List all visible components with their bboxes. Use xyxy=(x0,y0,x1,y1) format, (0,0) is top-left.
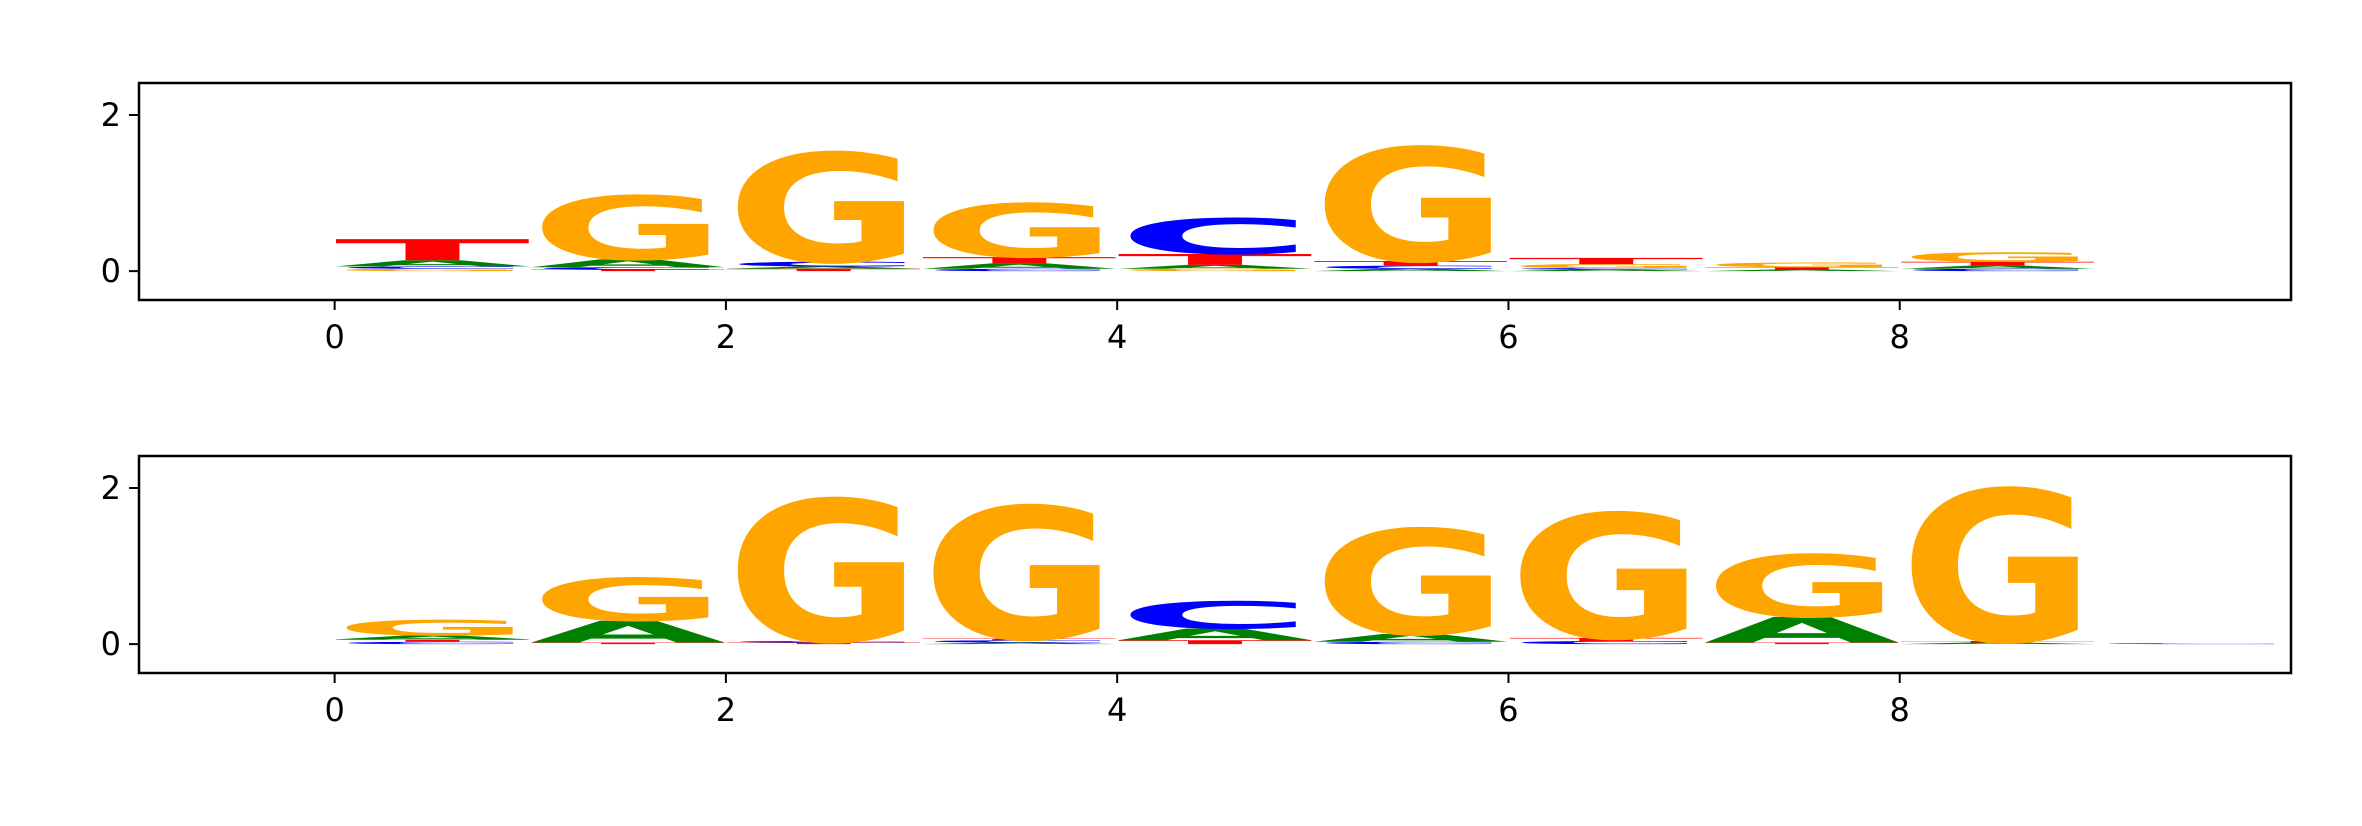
y-tick-label: 0 xyxy=(101,625,121,663)
letter-glyph: T xyxy=(1313,260,1509,267)
letter-glyph: A xyxy=(922,262,1118,271)
letter-glyph: G xyxy=(1704,538,1900,637)
letter-glyph: T xyxy=(922,638,1118,640)
letter-glyph: A xyxy=(530,257,726,269)
x-tick-label: 0 xyxy=(324,691,344,729)
letter-glyph: C xyxy=(726,261,922,268)
letter-glyph: T xyxy=(1900,641,2096,643)
letter-glyph: T xyxy=(1704,642,1900,644)
x-tick-label: 4 xyxy=(1107,318,1127,356)
letter-glyph: T xyxy=(1508,637,1704,642)
x-tick-label: 2 xyxy=(716,318,736,356)
letter-glyph: G xyxy=(335,616,531,641)
letter-glyph: G xyxy=(530,178,726,280)
letter-glyph: T xyxy=(530,269,726,271)
letter-glyph: A xyxy=(1117,264,1313,270)
axes-frame xyxy=(137,454,2293,675)
letter-glyph: T xyxy=(1117,639,1313,645)
letter-glyph: C xyxy=(922,268,1118,272)
letter-glyph: C xyxy=(1313,265,1509,270)
letter-glyph: G xyxy=(1508,263,1704,269)
letter-glyph: T xyxy=(1900,261,2096,267)
letter-glyph: A xyxy=(1900,642,2096,644)
x-tick-label: 2 xyxy=(716,691,736,729)
letter-glyph: G xyxy=(922,470,1118,682)
x-tick-label: 8 xyxy=(1890,318,1910,356)
letter-glyph: C xyxy=(922,640,1118,644)
letter-glyph: C xyxy=(1117,209,1313,266)
letter-glyph: G xyxy=(1313,501,1509,669)
letter-glyph: A xyxy=(1900,265,2096,270)
letter-glyph: G xyxy=(1900,447,2096,690)
letter-glyph: G xyxy=(335,268,531,272)
letter-glyph: T xyxy=(726,268,922,272)
letter-glyph: A xyxy=(1704,610,1900,651)
letter-glyph: A xyxy=(530,615,726,650)
letter-glyph: G xyxy=(1313,116,1509,298)
letter-glyph: C xyxy=(530,267,726,271)
letter-glyph: A xyxy=(1313,268,1509,272)
letter-glyph: A xyxy=(1117,625,1313,644)
letter-glyph: A xyxy=(726,266,922,270)
letter-glyph: C xyxy=(726,641,922,643)
letter-glyph: A xyxy=(1508,269,1704,271)
x-tick-label: 4 xyxy=(1107,691,1127,729)
y-tick-label: 2 xyxy=(101,96,121,134)
letter-glyph: T xyxy=(922,255,1118,265)
letter-glyph: G xyxy=(726,123,922,298)
y-tick-label: 0 xyxy=(101,252,121,290)
letter-glyph: A xyxy=(922,642,1118,644)
x-tick-label: 6 xyxy=(1498,318,1518,356)
letter-glyph: T xyxy=(335,639,531,643)
letter-glyph: C xyxy=(335,266,531,270)
letter-glyph: T xyxy=(1704,267,1900,271)
letter-glyph: G xyxy=(726,461,922,687)
letter-glyph: T xyxy=(335,234,531,268)
letter-glyph: T xyxy=(1117,251,1313,268)
letter-glyph: A xyxy=(1704,269,1900,271)
letter-glyph: C xyxy=(2095,643,2291,644)
letter-glyph: T xyxy=(530,642,726,644)
letter-glyph: A xyxy=(1313,632,1509,644)
axes-frame xyxy=(137,81,2293,302)
letter-glyph: C xyxy=(335,641,531,645)
letter-glyph: C xyxy=(1313,641,1509,645)
letter-glyph: G xyxy=(530,566,726,634)
letter-glyph: T xyxy=(1508,256,1704,266)
y-tick-label: 2 xyxy=(101,469,121,507)
letter-glyph: A xyxy=(335,259,531,269)
letter-glyph: G xyxy=(1704,261,1900,268)
x-tick-label: 8 xyxy=(1890,691,1910,729)
x-tick-label: 6 xyxy=(1498,691,1518,729)
letter-glyph: G xyxy=(1508,479,1704,679)
letter-glyph: C xyxy=(1117,594,1313,638)
letter-glyph: G xyxy=(922,188,1118,274)
letter-glyph: C xyxy=(1508,268,1704,270)
letter-glyph: T xyxy=(726,642,922,644)
letter-glyph: A xyxy=(335,635,531,641)
x-tick-label: 0 xyxy=(324,318,344,356)
letter-glyph: G xyxy=(1117,268,1313,272)
letter-glyph: C xyxy=(1900,268,2096,272)
letter-glyph: G xyxy=(1900,250,2096,265)
letter-glyph: C xyxy=(1508,640,1704,645)
